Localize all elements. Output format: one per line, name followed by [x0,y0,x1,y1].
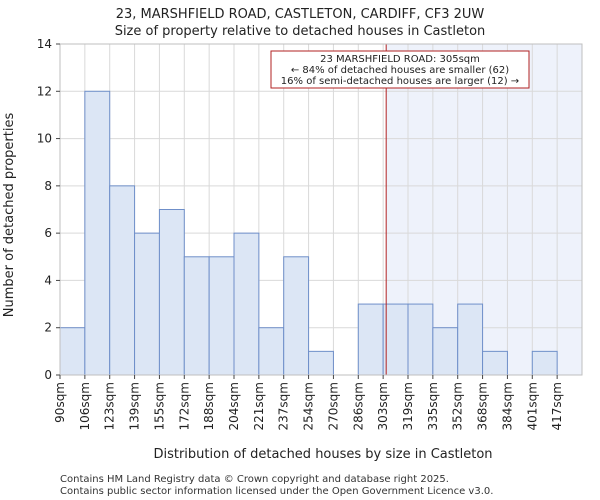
y-tick-label: 10 [37,132,52,146]
y-tick-label: 8 [44,179,52,193]
histogram-bar [482,350,508,376]
plot-frame [59,43,583,376]
x-tick-label: 270sqm [326,382,340,430]
histogram-bar [59,327,86,376]
x-tick-label: 139sqm [128,382,142,430]
x-tick-label: 417sqm [550,382,564,430]
histogram-bar [407,303,434,376]
x-tick-label: 335sqm [426,382,440,430]
footer-copyright: Contains HM Land Registry data © Crown c… [60,474,449,485]
annotation-line-2: ← 84% of detached houses are smaller (62… [291,65,509,76]
y-tick-label: 4 [44,273,52,287]
x-tick-label: 319sqm [401,382,415,430]
x-tick-label: 90sqm [53,382,67,423]
x-tick-label: 172sqm [177,382,191,430]
x-tick-label: 106sqm [78,382,92,430]
annotation-line-3: 16% of semi-detached houses are larger (… [281,76,519,87]
histogram-bar [432,327,459,376]
x-tick-label: 188sqm [202,382,216,430]
chart-subtitle: Size of property relative to detached ho… [115,24,486,39]
x-tick-label: 123sqm [103,382,117,430]
histogram-bar [457,303,484,376]
histogram-bar [531,350,558,376]
y-tick-label: 12 [37,84,52,98]
histogram-bar [208,256,235,376]
histogram-bar [158,209,185,376]
x-axis-label: Distribution of detached houses by size … [153,447,492,462]
histogram-bar [183,256,210,376]
y-axis-label: Number of detached properties [2,113,17,318]
x-tick-label: 221sqm [252,382,266,430]
histogram-bar [233,232,260,376]
x-tick-label: 352sqm [451,382,465,430]
x-tick-label: 237sqm [277,382,291,430]
x-tick-label: 401sqm [525,382,539,430]
x-tick-label: 254sqm [302,382,316,430]
histogram-bar [258,327,285,376]
histogram-bar [382,303,409,376]
histogram-bar [308,350,334,376]
x-tick-label: 286sqm [351,382,365,430]
y-tick-label: 6 [44,226,52,240]
histogram-bar [283,256,310,376]
property-annotation: 23 MARSHFIELD ROAD: 305sqm ← 84% of deta… [270,50,530,89]
annotation-line-1: 23 MARSHFIELD ROAD: 305sqm [320,54,480,65]
x-tick-label: 204sqm [227,382,241,430]
footer-licence: Contains public sector information licen… [60,486,493,497]
y-tick-label: 14 [37,37,52,51]
x-tick-label: 155sqm [152,382,166,430]
histogram-bar [134,232,160,376]
y-tick-label: 0 [44,368,52,382]
histogram-bar [109,185,136,376]
annotation-box [270,50,530,89]
chart-title: 23, MARSHFIELD ROAD, CASTLETON, CARDIFF,… [116,7,485,22]
histogram-bar [84,90,111,376]
y-tick-label: 2 [44,321,52,335]
x-tick-label: 368sqm [476,382,490,430]
x-tick-label: 303sqm [376,382,390,430]
histogram-bar [357,303,384,376]
x-tick-label: 384sqm [500,382,514,430]
